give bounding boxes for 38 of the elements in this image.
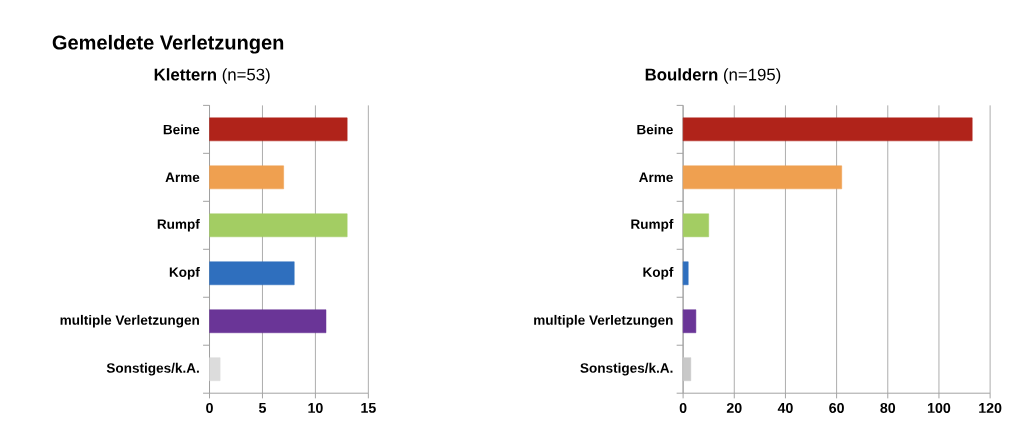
x-tick-label: 0: [206, 402, 213, 414]
chart-subtitle: Klettern (n=53): [154, 68, 270, 84]
y-tick-label: Beine: [637, 124, 673, 135]
x-tick-label: 15: [361, 402, 376, 413]
y-tick-label: Sonstiges/k.A.: [580, 362, 673, 376]
bar: [209, 117, 348, 142]
bar: [682, 261, 689, 286]
y-tick-label: Rumpf: [631, 219, 674, 232]
x-tick-label: 20: [726, 402, 742, 414]
y-tick-label: multiple Verletzungen: [534, 314, 673, 328]
bar: [682, 165, 842, 190]
bar: [682, 309, 697, 334]
y-tick-label: Kopf: [643, 267, 674, 280]
x-tick-label: 60: [829, 402, 844, 414]
bar: [682, 213, 709, 238]
chart-title: Gemeldete Verletzungen: [52, 34, 284, 54]
y-tick-label: Kopf: [169, 267, 200, 280]
bar: [209, 165, 284, 190]
bar: [209, 309, 327, 334]
x-tick-label: 80: [880, 402, 896, 414]
x-tick-label: 120: [979, 402, 1002, 414]
bar: [209, 213, 348, 238]
x-tick-label: 100: [927, 402, 951, 414]
y-tick-label: Arme: [639, 172, 673, 183]
y-tick-label: Arme: [165, 172, 200, 183]
y-tick-label: multiple Verletzungen: [60, 314, 199, 328]
chart-title: Bouldern (n=195): [645, 68, 781, 84]
bar: [682, 117, 973, 142]
x-tick-label: 40: [777, 402, 793, 414]
y-tick-label: Sonstiges/k.A.: [106, 362, 199, 376]
y-tick-label: Rumpf: [157, 219, 200, 232]
x-tick-label: 5: [258, 402, 267, 413]
x-tick-label: 10: [308, 402, 323, 414]
x-tick-label: 0: [679, 402, 687, 414]
y-tick-label: Beine: [163, 124, 200, 135]
bar: [209, 261, 295, 286]
bar: [682, 357, 692, 382]
bar: [209, 357, 221, 382]
